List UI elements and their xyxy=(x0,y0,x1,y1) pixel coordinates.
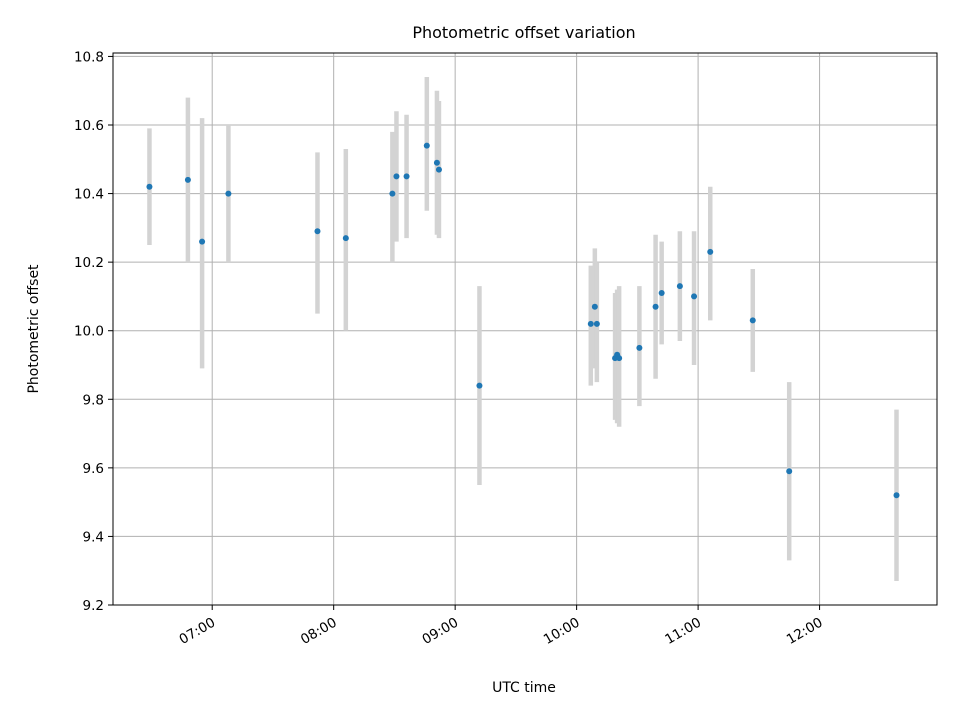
data-point xyxy=(393,173,400,180)
y-tick-label: 10.6 xyxy=(74,118,104,134)
data-point xyxy=(591,303,598,310)
y-tick-label: 10.4 xyxy=(74,187,104,203)
data-point xyxy=(423,142,430,149)
y-axis-label: Photometric offset xyxy=(26,264,42,394)
chart-title: Photometric offset variation xyxy=(412,23,635,42)
y-tick-label: 9.4 xyxy=(83,529,104,545)
data-point xyxy=(225,190,232,197)
data-point xyxy=(389,190,396,197)
data-point xyxy=(652,303,659,310)
y-tick-label: 10.0 xyxy=(74,324,104,340)
plot-frame xyxy=(112,52,938,606)
data-point xyxy=(184,176,191,183)
data-point xyxy=(403,173,410,180)
y-axis-ticks: 9.2 9.4 9.6 9.8 10.0 10.2 10.4 10.6 10.8 xyxy=(74,49,113,614)
x-axis-label: UTC time xyxy=(492,680,556,696)
data-point xyxy=(676,283,683,290)
data-point xyxy=(587,320,594,327)
y-tick-label: 10.8 xyxy=(74,49,104,65)
y-tick-label: 9.8 xyxy=(83,392,104,408)
data-point xyxy=(433,159,440,166)
data-point xyxy=(593,320,600,327)
y-tick-label: 9.6 xyxy=(83,461,104,477)
data-point xyxy=(476,382,483,389)
data-point xyxy=(691,293,698,300)
data-point xyxy=(658,290,665,296)
data-point xyxy=(786,468,793,475)
data-point xyxy=(435,166,442,173)
data-point xyxy=(342,235,349,242)
data-point xyxy=(146,183,153,190)
data-points xyxy=(146,142,900,499)
data-point xyxy=(893,492,900,499)
gridlines xyxy=(113,53,937,606)
y-tick-label: 10.2 xyxy=(74,255,104,271)
data-point xyxy=(199,238,206,245)
data-point xyxy=(749,317,756,324)
data-point xyxy=(707,248,714,255)
data-point xyxy=(636,344,643,351)
data-point xyxy=(616,355,623,362)
y-tick-label: 9.2 xyxy=(83,598,104,614)
data-point xyxy=(314,228,321,235)
